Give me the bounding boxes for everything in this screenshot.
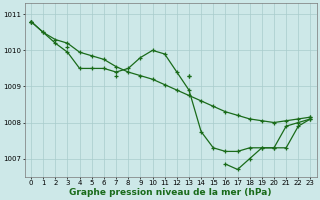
X-axis label: Graphe pression niveau de la mer (hPa): Graphe pression niveau de la mer (hPa): [69, 188, 272, 197]
